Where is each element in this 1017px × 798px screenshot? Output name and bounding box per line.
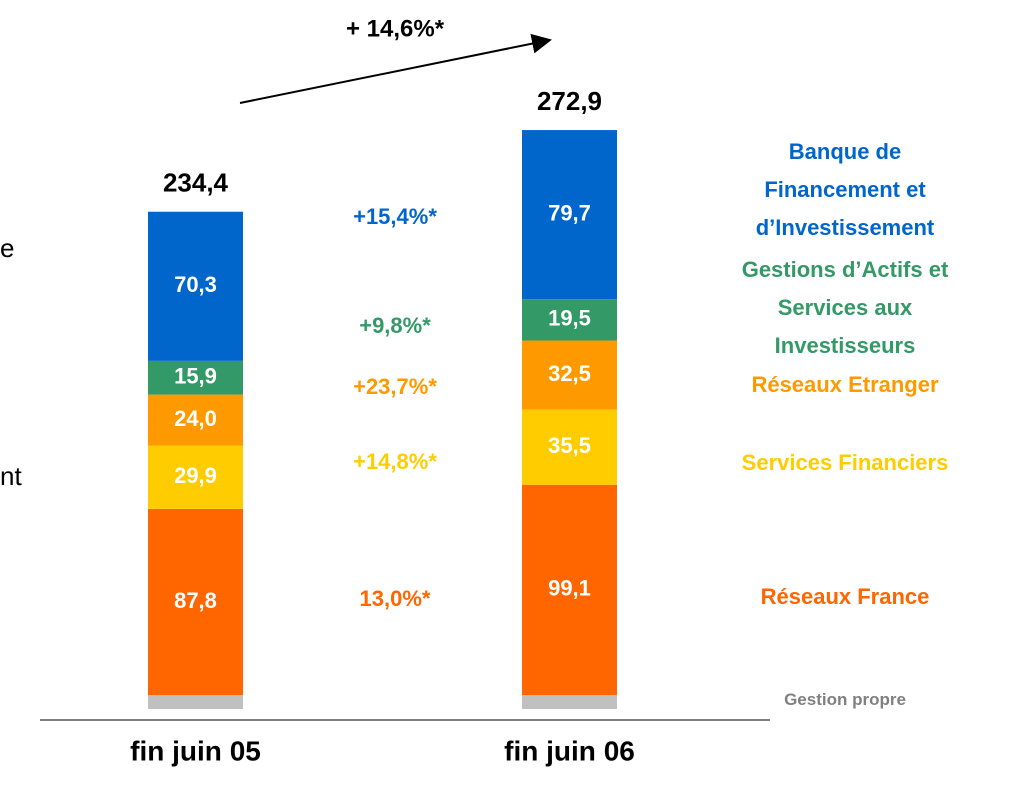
bar-segment [148,445,243,509]
total-label: 272,9 [537,86,602,116]
value-label: 32,5 [548,361,591,386]
value-label: 29,9 [174,463,217,488]
bar-segment [148,695,243,709]
x-tick-label: fin juin 05 [130,735,261,766]
legend-entry: Réseaux France [760,584,930,609]
value-label: 35,5 [548,433,591,458]
left-fragment: e [0,233,14,263]
growth-label: +14,8%* [353,449,437,474]
value-label: 15,9 [174,364,217,389]
value-label: 19,5 [548,306,591,331]
value-label: 24,0 [174,406,217,431]
growth-label: 13,0%* [360,586,431,611]
legend-entry: Services Financiers [741,450,949,475]
annotation: + 14,6%* [346,15,445,42]
left-fragment: nt [0,461,22,491]
bar-segment [148,394,243,446]
growth-label: +23,7%* [353,374,437,399]
total-label: 234,4 [163,168,229,198]
value-label: 87,8 [174,588,217,613]
bar-segment [522,340,617,410]
legend-entry: Réseaux Etranger [751,372,939,397]
legend-entry: Gestion propre [784,690,906,709]
growth-arrow [239,33,552,104]
value-label: 79,7 [548,200,591,225]
bar-segment [522,694,617,709]
bar-segment [148,211,243,361]
value-label: 70,3 [174,272,217,297]
bar-segment [522,484,617,695]
growth-label: +9,8%* [359,313,431,338]
bar-segment [148,508,243,696]
legend-entry: Banque de Financement et d’Investissemen… [755,139,935,240]
bar-segment [522,130,617,300]
value-label: 99,1 [548,576,591,601]
legend-entry: Gestions d’Actifs et Services aux Invest… [741,257,949,358]
bar-segment [148,360,243,395]
bar-segment [522,299,617,341]
x-tick-label: fin juin 06 [504,735,635,766]
bar-segment [522,409,617,485]
growth-label: +15,4%* [353,204,437,229]
